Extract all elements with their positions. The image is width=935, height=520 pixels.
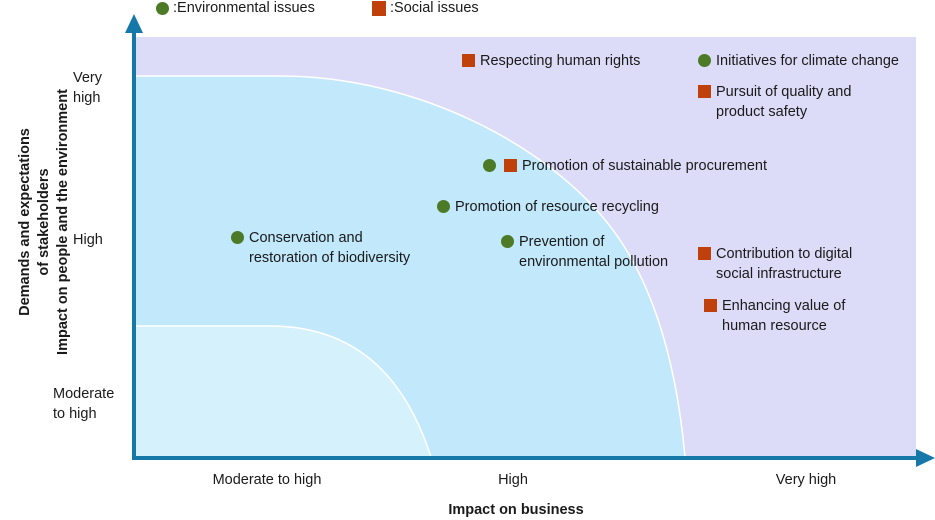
circle-marker-icon (501, 235, 514, 248)
issue-quality-product-safety: Pursuit of quality and product safety (698, 82, 851, 122)
circle-marker-icon (156, 2, 169, 15)
issue-respecting-human-rights: Respecting human rights (462, 51, 640, 71)
y-tick-moderate-to-high: Moderate to high (53, 386, 115, 422)
square-marker-icon (372, 1, 386, 16)
y-tick-high: High (73, 232, 103, 248)
x-axis-arrow-icon (916, 449, 935, 467)
y-axis-title: Demands and expectations of stakeholders… (17, 89, 71, 355)
zone-moderate (133, 325, 433, 458)
legend-environmental: :Environmental issues (156, 0, 315, 17)
circle-marker-icon (231, 231, 244, 244)
issue-climate-change: Initiatives for climate change (698, 51, 899, 71)
issue-digital-social-infrastructure: Contribution to digital social infrastru… (698, 244, 852, 284)
square-marker-icon (704, 299, 717, 312)
issue-resource-recycling: Promotion of resource recycling (437, 197, 659, 217)
square-marker-icon (504, 159, 517, 172)
legend-social: :Social issues (372, 0, 479, 17)
circle-marker-icon (483, 159, 496, 172)
square-marker-icon (698, 85, 711, 98)
issue-environmental-pollution: Prevention of environmental pollution (501, 232, 668, 272)
circle-marker-icon (437, 200, 450, 213)
issue-biodiversity: Conservation and restoration of biodiver… (231, 228, 410, 268)
x-tick-very-high: Very high (775, 472, 837, 488)
issue-sustainable-procurement: Promotion of sustainable procurement (483, 156, 767, 176)
x-axis-title: Impact on business (448, 502, 584, 518)
square-marker-icon (462, 54, 475, 67)
x-tick-high: High (498, 472, 528, 488)
circle-marker-icon (698, 54, 711, 67)
x-tick-moderate-to-high: Moderate to high (212, 472, 322, 488)
y-axis-arrow-icon (125, 14, 143, 33)
square-marker-icon (698, 247, 711, 260)
y-tick-very-high: Very high (73, 70, 103, 106)
issue-human-resource-value: Enhancing value of human resource (704, 296, 845, 336)
